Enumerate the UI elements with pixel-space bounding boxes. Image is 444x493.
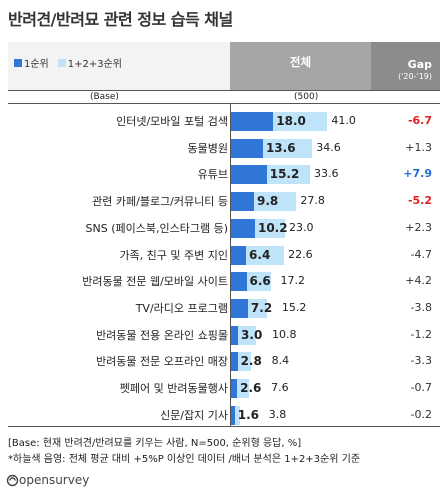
- value-rank123: 10.8: [272, 327, 297, 341]
- brand-logo: opensurvey: [6, 473, 89, 487]
- value-rank123: 41.0: [331, 114, 356, 127]
- legend-header: 1순위 1+2+3순위: [8, 42, 230, 91]
- brand-name: opensurvey: [19, 473, 90, 487]
- legend: 1순위 1+2+3순위: [14, 55, 122, 70]
- bar-rank1: [231, 298, 248, 318]
- value-rank123: 22.6: [288, 247, 313, 261]
- base-label: (Base): [90, 92, 119, 102]
- category-label: 인터넷/모바일 포털 검색: [116, 115, 228, 128]
- gap-value: +1.3: [405, 140, 432, 154]
- gap-value: -3.3: [410, 354, 432, 368]
- header-gap: Gap ('20-'19): [371, 42, 440, 91]
- bar-rank1: [231, 325, 239, 345]
- category-label: 신문/잡지 기사: [160, 408, 228, 422]
- bar-rank1: [231, 192, 255, 212]
- gap-period: ('20-'19): [398, 72, 432, 81]
- value-rank1: 2.8: [240, 354, 262, 369]
- value-rank1: 6.6: [249, 274, 271, 289]
- value-rank123: 23.0: [289, 220, 314, 234]
- table-row: 관련 카페/블로그/커뮤니티 등 9.8 27.8 -5.2: [8, 190, 440, 214]
- value-rank1: 3.0: [241, 327, 263, 342]
- base-value: (500): [294, 92, 319, 102]
- value-rank1: 1.6: [237, 407, 260, 422]
- category-label: 유튜브: [197, 168, 228, 182]
- bar-rank1: [231, 379, 238, 398]
- category-label: TV/라디오 프로그램: [135, 301, 228, 315]
- gap-value: -0.2: [410, 407, 432, 421]
- value-rank1: 10.2: [257, 220, 288, 235]
- gap-value: -1.2: [410, 327, 432, 341]
- legend-label-rank123: 1+2+3순위: [67, 59, 123, 70]
- value-rank1: 7.2: [250, 300, 273, 315]
- legend-label-rank1: 1순위: [24, 59, 49, 70]
- legend-swatch-rank123: [57, 58, 66, 67]
- bar-rank1: [231, 165, 267, 185]
- gap-value: +4.2: [405, 274, 432, 288]
- chart-title: 반려견/반려묘 관련 정보 습득 채널: [8, 10, 233, 29]
- value-rank123: 15.2: [281, 300, 307, 314]
- gap-value: -6.7: [407, 114, 432, 127]
- category-label: 반려동물 전용 온라인 쇼핑몰: [96, 328, 228, 342]
- footnote-base: [Base: 현재 반려견/반려묘를 키우는 사람, N=500, 순위형 응답…: [8, 438, 302, 449]
- bar-rank1: [231, 138, 263, 158]
- table-row: TV/라디오 프로그램 7.2 15.2 -3.8: [8, 297, 440, 321]
- gap-value: -5.2: [407, 194, 432, 208]
- axis-line: [230, 104, 231, 426]
- category-label: 반려동물 전문 오프라인 매장: [96, 355, 228, 369]
- bar-rank1: [231, 352, 238, 372]
- gap-value: -4.7: [410, 247, 432, 261]
- table-row: 펫페어 및 반려동물행사 2.6 7.6 -0.7: [8, 377, 440, 401]
- table-row: 반려동물 전문 오프라인 매장 2.8 8.4 -3.3: [8, 350, 440, 374]
- table-row: 신문/잡지 기사 1.6 3.8 -0.2: [8, 404, 440, 428]
- legend-swatch-rank1: [14, 58, 22, 67]
- bar-rank1: [231, 112, 274, 131]
- category-label: 펫페어 및 반려동물행사: [119, 382, 228, 395]
- footnote-note: *하늘색 음영: 전체 평균 대비 +5%P 이상인 데이터 /배너 분석은 1…: [8, 454, 361, 465]
- value-rank1: 15.2: [269, 167, 300, 182]
- category-label: 가족, 친구 및 주변 지인: [119, 248, 228, 262]
- value-rank123: 3.8: [268, 407, 287, 421]
- category-label: 관련 카페/블로그/커뮤니티 등: [92, 195, 228, 209]
- gap-title: Gap: [407, 58, 432, 71]
- value-rank1: 13.6: [265, 140, 296, 155]
- bar-rank1: [231, 218, 255, 238]
- bar-rank1: [231, 272, 247, 292]
- table-row: 반려동물 전문 웹/모바일 사이트 6.6 17.2 +4.2: [8, 270, 440, 294]
- value-rank123: 8.4: [271, 354, 290, 368]
- category-label: 동물병원: [187, 141, 228, 155]
- bar-rank1: [231, 405, 235, 425]
- table-row: 동물병원 13.6 34.6 +1.3: [8, 137, 440, 161]
- table-row: 가족, 친구 및 주변 지인 6.4 22.6 -4.7: [8, 244, 440, 268]
- table-row: 유튜브 15.2 33.6 +7.9: [8, 163, 440, 187]
- value-rank123: 7.6: [271, 381, 289, 394]
- gap-value: +2.3: [405, 220, 432, 234]
- value-rank123: 33.6: [313, 167, 339, 181]
- value-rank123: 17.2: [280, 274, 306, 288]
- value-rank123: 27.8: [300, 194, 325, 208]
- opensurvey-logo-icon: [6, 474, 19, 486]
- base-row: (Base) (500): [8, 90, 440, 104]
- bar-rank123: [231, 405, 240, 425]
- table-row: 반려동물 전용 온라인 쇼핑몰 3.0 10.8 -1.2: [8, 324, 440, 348]
- value-rank1: 9.8: [257, 194, 279, 209]
- category-label: SNS (페이스북,인스타그램 등): [85, 221, 228, 235]
- table-row: 인터넷/모바일 포털 검색 18.0 41.0 -6.7: [8, 110, 440, 134]
- value-rank1: 6.4: [249, 247, 271, 262]
- gap-value: -0.7: [410, 381, 432, 394]
- category-label: 반려동물 전문 웹/모바일 사이트: [82, 275, 228, 289]
- value-rank1: 2.6: [240, 381, 262, 395]
- header-total: 전체: [230, 42, 371, 91]
- gap-value: -3.8: [410, 300, 432, 314]
- value-rank1: 18.0: [276, 114, 306, 128]
- table-row: SNS (페이스북,인스타그램 등) 10.2 23.0 +2.3: [8, 217, 440, 241]
- bottom-divider: [8, 426, 440, 427]
- gap-value: +7.9: [403, 167, 432, 181]
- value-rank123: 34.6: [316, 140, 341, 154]
- bar-rank1: [231, 245, 247, 265]
